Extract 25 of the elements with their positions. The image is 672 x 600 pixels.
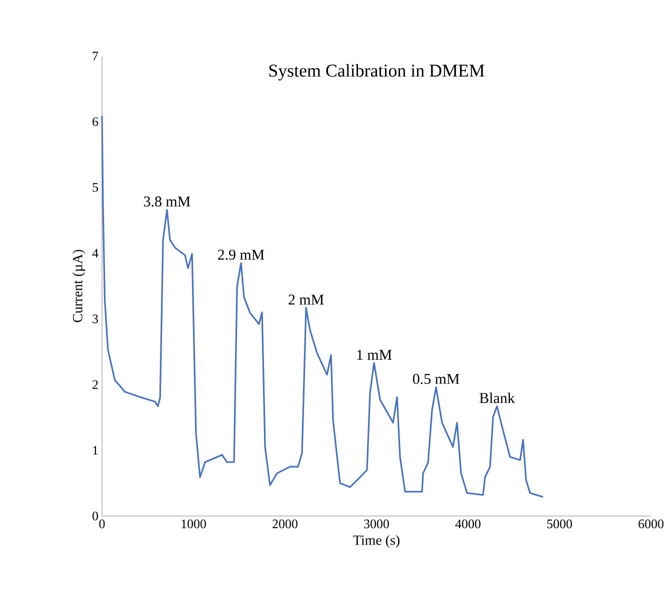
x-tick-label: 3000 bbox=[364, 520, 389, 528]
annotation: 2 mM bbox=[288, 294, 324, 304]
annotation: Blank bbox=[480, 392, 515, 404]
x-tick-label: 5000 bbox=[547, 520, 572, 528]
x-tick-label: 6000 bbox=[638, 520, 664, 528]
chart-title: System Calibration in DMEM bbox=[269, 64, 484, 80]
y-tick-label: 2 bbox=[92, 380, 98, 389]
x-tick-label: 2000 bbox=[272, 520, 298, 528]
x-tick-label: 4000 bbox=[455, 520, 480, 528]
annotation: 2.9 mM bbox=[218, 250, 264, 260]
y-tick-label: 1 bbox=[93, 446, 98, 455]
annotation: 1 mM bbox=[357, 350, 392, 360]
y-axis-title: Current (µA) bbox=[72, 250, 86, 322]
y-tick-label: 5 bbox=[92, 183, 98, 192]
line-series bbox=[101, 114, 544, 498]
annotation: 3.8 mM bbox=[144, 196, 190, 207]
annotation: 0.5 mM bbox=[412, 374, 460, 384]
y-tick-label: 0 bbox=[92, 512, 98, 520]
y-tick-label: 7 bbox=[92, 52, 98, 60]
y-tick-label: 4 bbox=[92, 248, 98, 258]
y-tick-label: 3 bbox=[92, 314, 98, 324]
x-tick-label: 0 bbox=[99, 520, 105, 528]
y-tick-label: 6 bbox=[92, 117, 98, 126]
x-tick-label: 1000 bbox=[182, 520, 206, 528]
x-axis-title: Time (s) bbox=[353, 535, 400, 548]
